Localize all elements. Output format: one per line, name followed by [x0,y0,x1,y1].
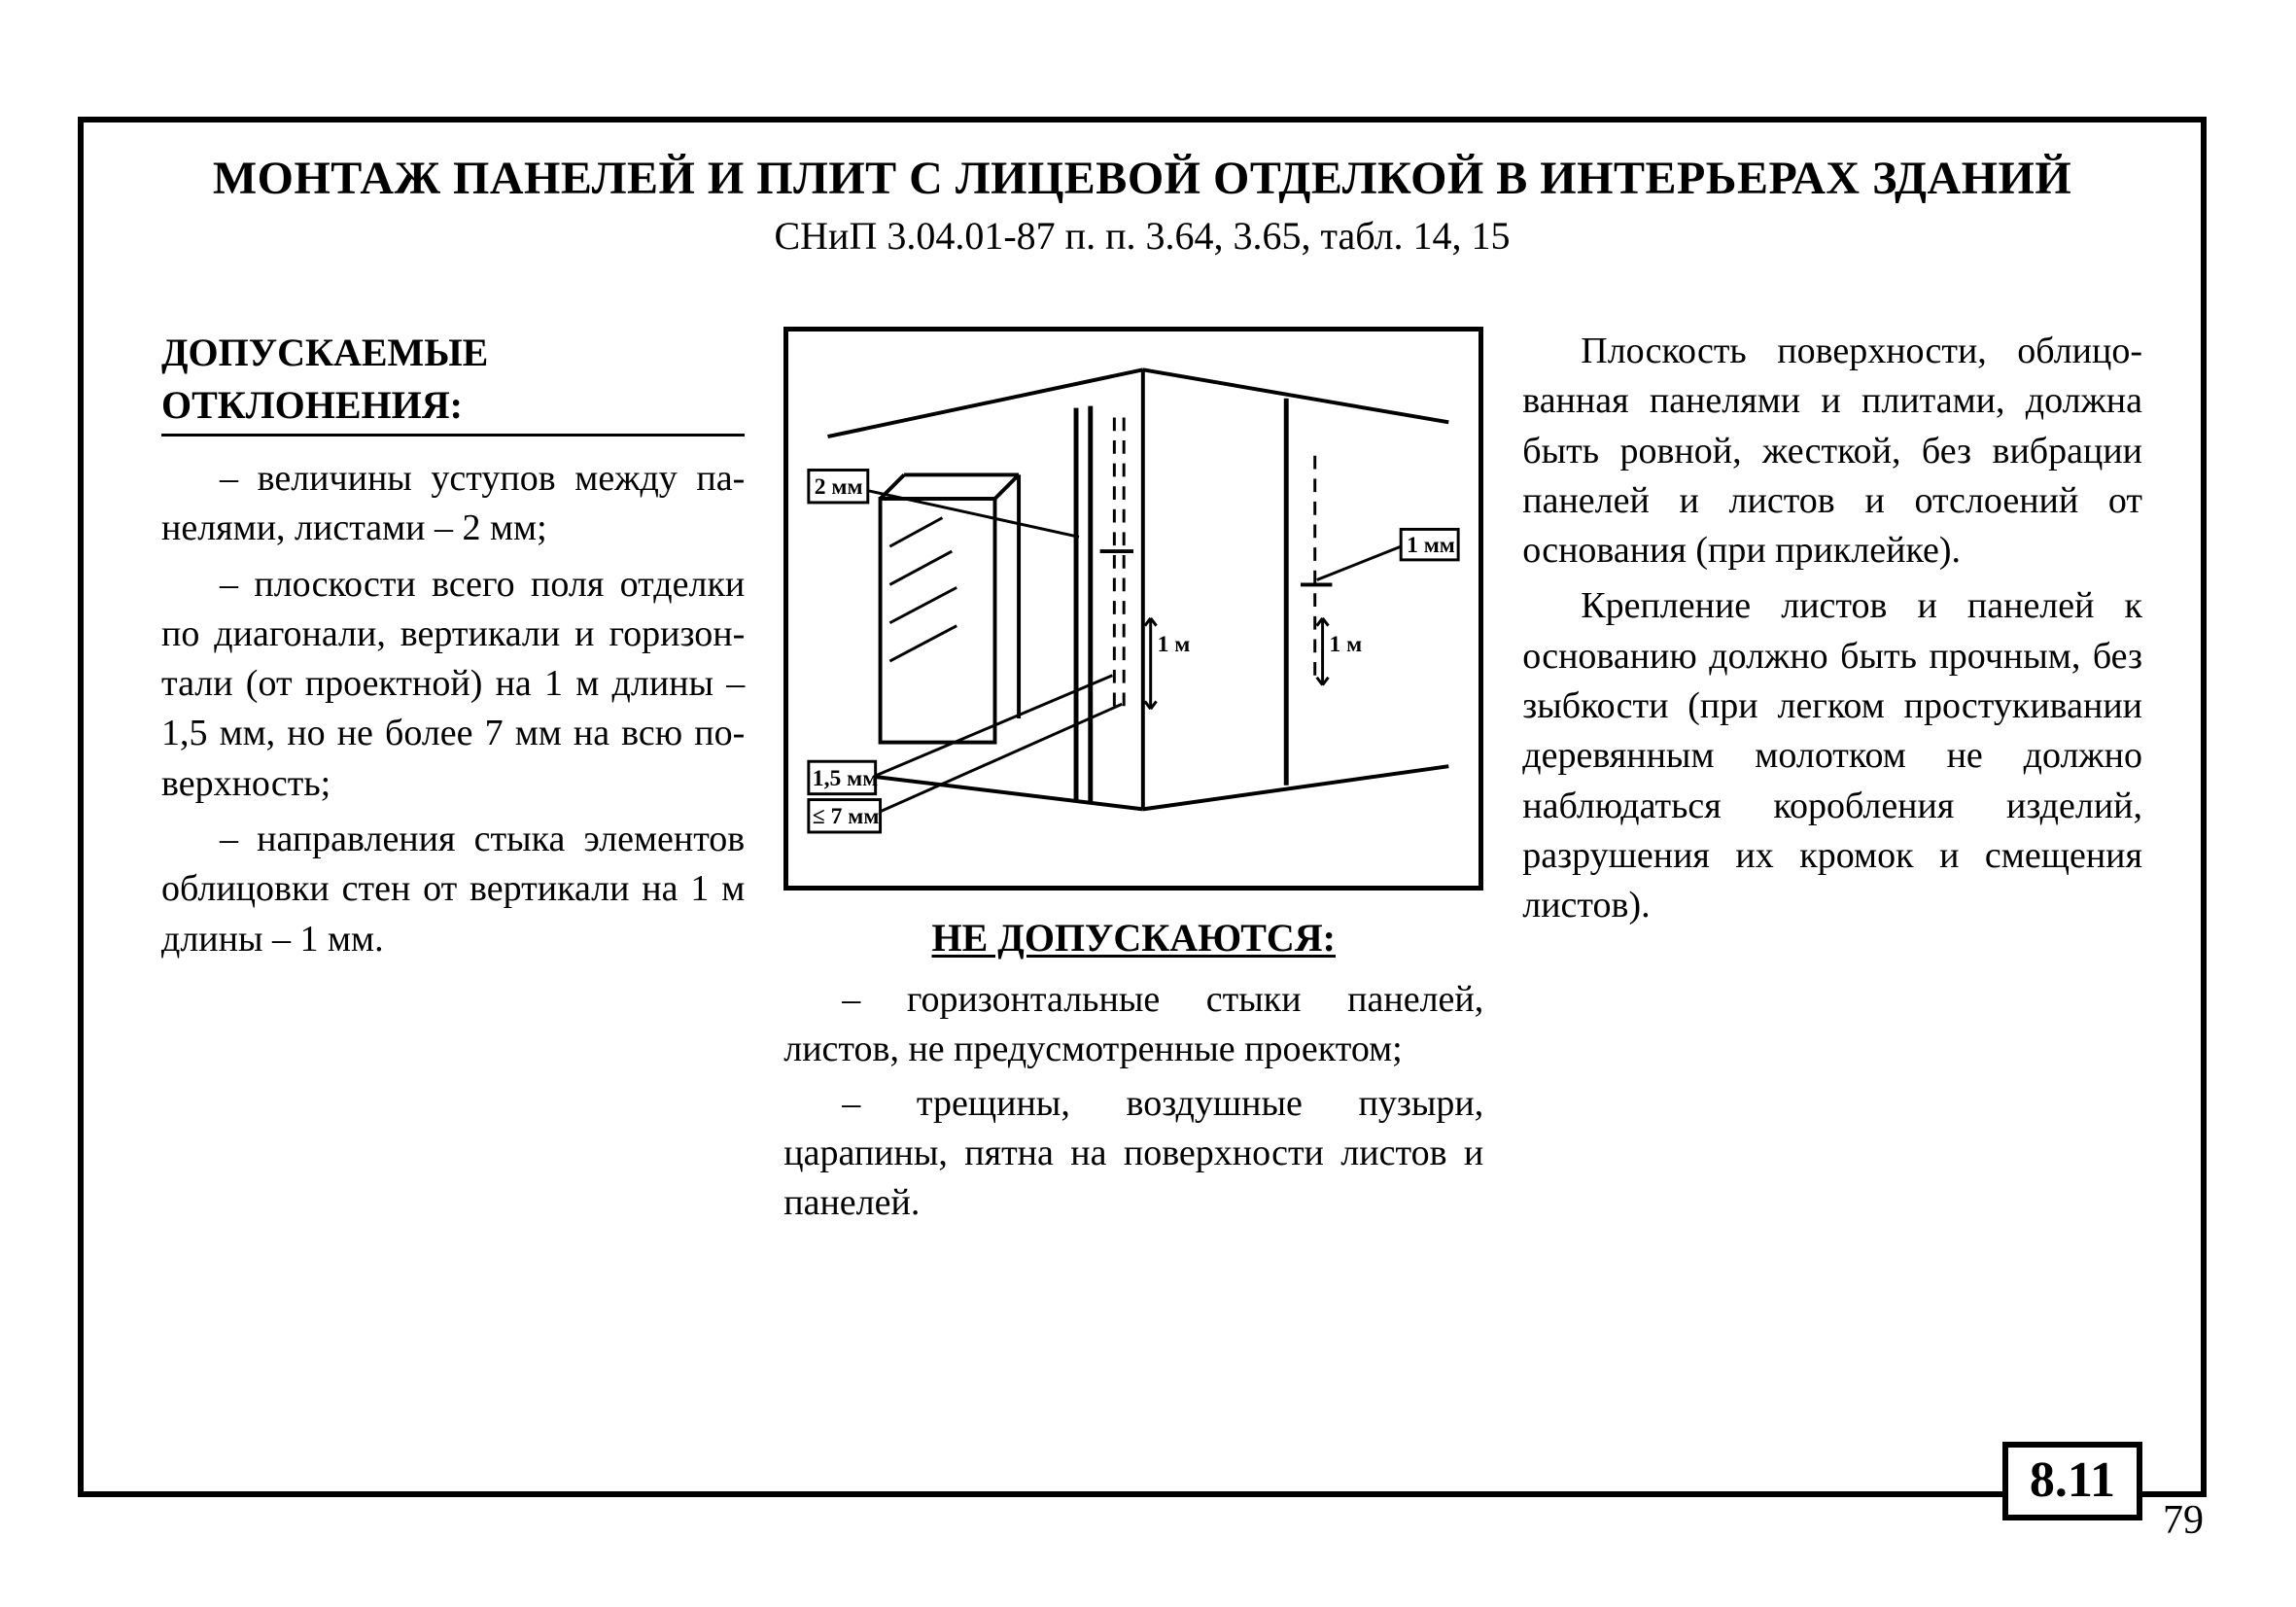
diagram-column: 2 мм 1,5 мм ≤ 7 мм 1 мм 1 м 1 м [783,327,1483,1232]
tolerances-heading: ДОПУСКАЕМЫЕ ОТКЛОНЕНИЯ: [161,327,745,437]
section-number-badge: 8.11 [2002,1442,2142,1520]
diagram-label-1m-a: 1 м [1158,632,1191,657]
description-paragraph: Плоскость поверхности, облицо­ванная пан… [1522,327,2142,576]
not-allowed-item: – горизонтальные стыки панелей, листов, … [783,975,1483,1075]
page-frame: МОНТАЖ ПАНЕЛЕЙ И ПЛИТ С ЛИЦЕВОЙ ОТДЕЛКОЙ… [78,117,2207,1497]
diagram-label-1mm: 1 мм [1407,533,1455,558]
diagram-label-1m-b: 1 м [1330,632,1363,657]
page-number: 79 [2163,1497,2204,1544]
description-column: Плоскость поверхности, облицо­ванная пан… [1522,327,2142,1232]
description-paragraph: Крепление листов и панелей к основанию д… [1522,581,2142,930]
tolerance-item: – плоскости всего поля отделки по диагон… [161,560,745,809]
not-allowed-item: – трещины, воздушные пузыри, царапины, п… [783,1079,1483,1229]
tolerances-column: ДОПУСКАЕМЫЕ ОТКЛОНЕНИЯ: – величины уступ… [161,327,745,1232]
diagram-label-1p5mm: 1,5 мм [813,766,879,791]
content-columns: ДОПУСКАЕМЫЕ ОТКЛОНЕНИЯ: – величины уступ… [84,259,2201,1232]
not-allowed-heading: НЕ ДОПУСКАЮТСЯ: [783,915,1483,961]
diagram-label-2mm: 2 мм [815,474,863,500]
tolerance-item: – направления стыка элементов облицовки … [161,815,745,964]
diagram-label-7mm: ≤ 7 мм [813,804,880,829]
page-title: МОНТАЖ ПАНЕЛЕЙ И ПЛИТ С ЛИЦЕВОЙ ОТДЕЛКОЙ… [84,152,2201,205]
room-diagram: 2 мм 1,5 мм ≤ 7 мм 1 мм 1 м 1 м [783,327,1483,891]
room-diagram-svg: 2 мм 1,5 мм ≤ 7 мм 1 мм 1 м 1 м [788,332,1478,886]
tolerance-item: – величины уступов между па­нелями, лист… [161,454,745,554]
page-subtitle: СНиП 3.04.01-87 п. п. 3.64, 3.65, табл. … [84,213,2201,259]
